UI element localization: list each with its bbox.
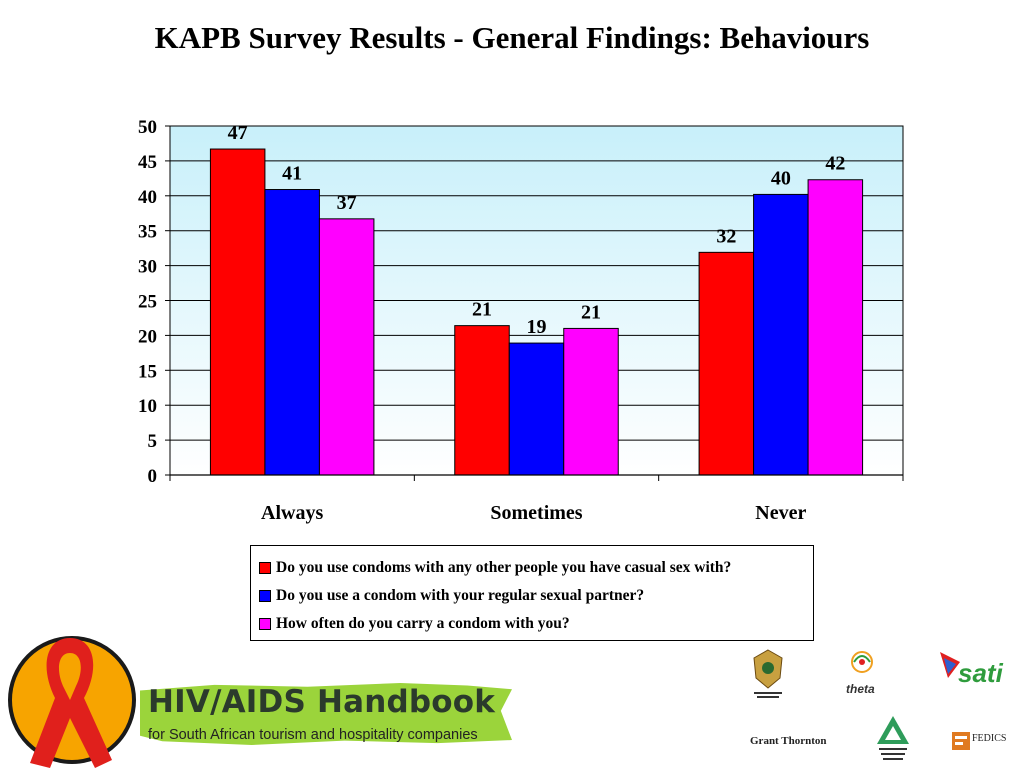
data-label: 32 (716, 225, 736, 247)
x-tick-label: Sometimes (490, 502, 582, 524)
sati-logo-text: sati (958, 658, 1003, 688)
bar (454, 325, 510, 476)
bar (698, 251, 755, 476)
y-tick-label: 40 (138, 187, 157, 208)
legend-label: How often do you carry a condom with you… (276, 615, 570, 632)
theta-logo (851, 651, 873, 673)
theta-logo-text: theta (846, 682, 875, 696)
bar-chart: 0 5 10 15 20 25 30 35 40 45 50 Always 47 41 37 Sometime… (138, 117, 904, 524)
handbook-subtitle: for South African tourism and hospitalit… (148, 727, 478, 743)
data-label: 41 (282, 163, 302, 185)
y-tick-label: 35 (138, 222, 157, 243)
y-tick-label: 20 (138, 326, 157, 347)
handbook-banner (140, 683, 512, 745)
legend-item: Do you use a condom with your regular se… (251, 582, 813, 610)
sati-flag-icon (940, 652, 960, 678)
y-tick-label: 45 (138, 152, 157, 173)
bar (563, 327, 619, 476)
chart-title: KAPB Survey Results - General Findings: … (154, 20, 870, 55)
grant-thornton-logo: Grant Thornton (750, 735, 827, 747)
y-tick-label: 0 (148, 466, 158, 487)
chart-legend: Do you use condoms with any other people… (250, 545, 814, 641)
legend-swatch (259, 618, 271, 630)
bar (753, 193, 809, 476)
y-tick-label: 15 (138, 361, 157, 382)
data-label: 42 (825, 153, 845, 175)
y-tick-label: 50 (138, 117, 157, 138)
y-tick-label: 30 (138, 257, 157, 278)
y-tick-label: 10 (138, 396, 157, 417)
legend-label: Do you use condoms with any other people… (276, 559, 732, 576)
y-tick-label: 25 (138, 292, 157, 313)
x-tick-label: Always (261, 502, 323, 524)
legend-swatch (259, 562, 271, 574)
legend-item: Do you use condoms with any other people… (251, 554, 813, 582)
data-label: 37 (337, 192, 357, 214)
department-of-health-logo (753, 649, 783, 698)
bar (508, 342, 565, 476)
y-tick-label: 5 (148, 431, 158, 452)
x-tick-label: Never (755, 502, 806, 524)
legend-item: How often do you carry a condom with you… (251, 610, 813, 638)
legend-swatch (259, 590, 271, 602)
fedhasa-logo (877, 716, 909, 760)
data-label: 47 (228, 122, 248, 144)
legend-label: Do you use a condom with your regular se… (276, 587, 645, 604)
red-ribbon-logo (8, 636, 136, 768)
handbook-title: HIV/AIDS Handbook (148, 684, 496, 720)
data-label: 40 (771, 167, 791, 189)
data-label: 21 (581, 301, 601, 323)
fedics-logo-text: FEDICS (972, 733, 1007, 744)
bar (318, 218, 375, 476)
bar (807, 179, 864, 476)
fedics-icon (952, 732, 970, 750)
data-label: 21 (472, 299, 492, 321)
bar (264, 189, 320, 476)
data-label: 19 (527, 316, 547, 338)
bar (209, 148, 266, 476)
footer-branding: HIV/AIDS Handbook for South African tour… (0, 628, 1024, 768)
